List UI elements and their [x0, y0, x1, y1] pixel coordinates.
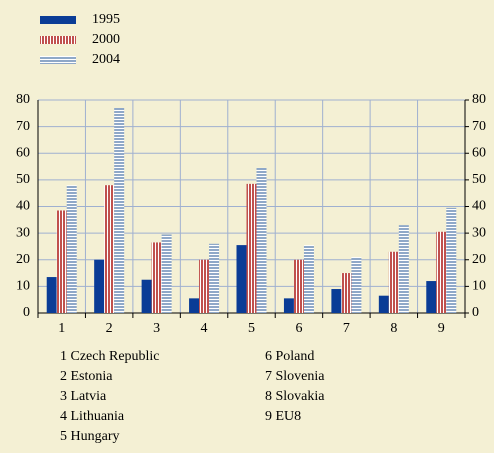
y2-tick-label: 0 — [472, 305, 479, 320]
y-tick-label: 50 — [16, 172, 30, 187]
y2-tick-label: 50 — [472, 172, 486, 187]
annotation: 5 Hungary — [60, 429, 120, 444]
annotation: 8 Slovakia — [265, 389, 325, 404]
y-tick-label: 80 — [16, 92, 30, 107]
annotation: 1 Czech Republic — [60, 349, 160, 364]
x-tick-label: 8 — [390, 321, 397, 336]
y2-tick-label: 20 — [472, 252, 486, 267]
x-tick-label: 6 — [295, 321, 302, 336]
bar — [341, 273, 352, 313]
y-tick-label: 60 — [16, 145, 30, 160]
bar — [446, 207, 457, 313]
legend-label: 1995 — [92, 12, 120, 27]
bar — [283, 298, 294, 313]
y2-tick-label: 70 — [472, 119, 486, 134]
x-tick-label: 1 — [58, 321, 65, 336]
annotation: 6 Poland — [265, 349, 314, 364]
legend-label: 2000 — [92, 32, 120, 47]
bar — [199, 259, 210, 313]
bar — [426, 281, 437, 313]
annotation: 7 Slovenia — [265, 369, 325, 384]
bar — [303, 245, 314, 313]
y2-tick-label: 60 — [472, 145, 486, 160]
bar — [351, 257, 362, 313]
bar — [141, 279, 152, 313]
y2-tick-label: 80 — [472, 92, 486, 107]
bar — [151, 242, 162, 313]
y-tick-label: 30 — [16, 225, 30, 240]
y2-tick-label: 40 — [472, 199, 486, 214]
bar — [66, 185, 77, 313]
y2-tick-label: 10 — [472, 279, 486, 294]
y-tick-label: 10 — [16, 279, 30, 294]
legend-label: 2004 — [92, 52, 120, 67]
annotation: 2 Estonia — [60, 369, 113, 384]
bar — [436, 231, 447, 313]
bar — [256, 167, 267, 313]
y-tick-label: 0 — [23, 305, 30, 320]
bar — [246, 183, 257, 313]
x-tick-label: 9 — [438, 321, 445, 336]
bar — [236, 245, 247, 313]
bar — [378, 295, 389, 313]
x-tick-label: 7 — [343, 321, 350, 336]
legend-swatch — [40, 56, 76, 64]
annotation: 4 Lithuania — [60, 409, 125, 424]
bar — [94, 259, 105, 313]
bar — [46, 277, 57, 313]
x-tick-label: 5 — [248, 321, 255, 336]
x-tick-label: 4 — [201, 321, 208, 336]
y-tick-label: 20 — [16, 252, 30, 267]
annotation: 3 Latvia — [60, 389, 107, 404]
bar — [209, 243, 220, 313]
annotation: 9 EU8 — [265, 409, 301, 424]
bar — [189, 298, 200, 313]
bar — [104, 185, 115, 313]
y-tick-label: 40 — [16, 199, 30, 214]
legend-swatch — [40, 36, 76, 44]
bar — [161, 234, 172, 313]
y2-tick-label: 30 — [472, 225, 486, 240]
legend-swatch — [40, 16, 76, 24]
bar — [331, 289, 342, 313]
y-tick-label: 70 — [16, 119, 30, 134]
x-tick-label: 3 — [153, 321, 160, 336]
bar — [398, 225, 409, 313]
bar — [114, 107, 125, 313]
bar — [56, 210, 67, 313]
bar — [388, 251, 399, 313]
bar — [293, 259, 304, 313]
x-tick-label: 2 — [106, 321, 113, 336]
